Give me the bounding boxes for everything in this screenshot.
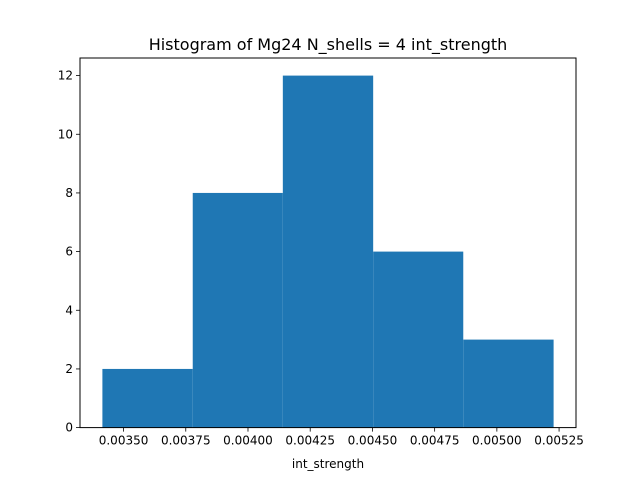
y-tick-label: 2 (65, 362, 73, 376)
x-axis-label: int_strength (292, 457, 364, 471)
x-tick-label: 0.00475 (410, 434, 460, 448)
y-tick-label: 8 (65, 186, 73, 200)
x-tick-label: 0.00425 (285, 434, 335, 448)
bars-group (102, 75, 554, 428)
histogram-bar-2 (282, 75, 374, 428)
histogram-bar-4 (463, 339, 554, 428)
x-tick-label: 0.00500 (472, 434, 522, 448)
y-tick-label: 0 (65, 421, 73, 435)
x-tick-label: 0.00400 (223, 434, 273, 448)
histogram-bar-1 (192, 192, 283, 428)
y-tick-label: 12 (58, 69, 73, 83)
x-axis-ticks: 0.00350 0.00375 0.00400 0.00425 0.00450 0.004… (99, 427, 584, 448)
x-tick-label: 0.00375 (161, 434, 211, 448)
histogram-bar-0 (102, 368, 193, 428)
histogram-bar-3 (373, 251, 464, 428)
y-tick-label: 10 (58, 127, 73, 141)
y-tick-label: 6 (65, 245, 73, 259)
axes-frame (79, 57, 577, 429)
x-tick-label: 0.00350 (99, 434, 149, 448)
x-tick-label: 0.00450 (348, 434, 398, 448)
x-tick-label: 0.00525 (534, 434, 584, 448)
chart-title: Histogram of Mg24 N_shells = 4 int_stren… (149, 35, 508, 55)
y-tick-label: 4 (65, 303, 73, 317)
y-axis-ticks: 0 2 4 6 8 10 12 (58, 69, 80, 435)
